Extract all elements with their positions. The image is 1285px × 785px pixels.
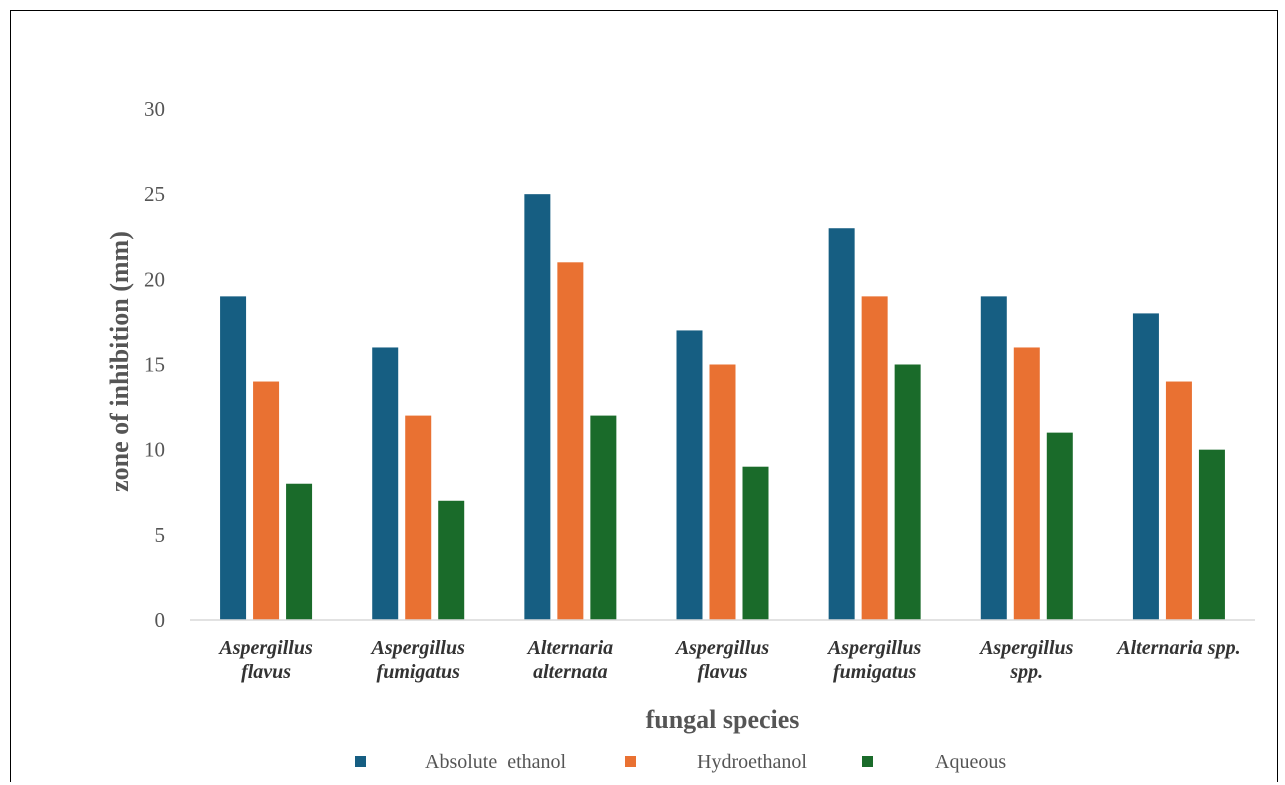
bar-aqueous-0 — [286, 483, 313, 620]
bar-absolute-ethanol-2 — [524, 194, 551, 620]
x-tick-label: Aspergillus — [370, 637, 466, 659]
legend-swatch — [355, 756, 366, 767]
bar-aqueous-6 — [1198, 449, 1225, 620]
legend-swatch — [862, 756, 873, 767]
y-tick-label: 0 — [155, 608, 166, 632]
x-tick-label: fumigatus — [377, 661, 461, 683]
bar-hydroethanol-5 — [1013, 347, 1040, 620]
y-tick-label: 20 — [144, 267, 165, 291]
bar-hydroethanol-4 — [861, 296, 888, 620]
y-tick-label: 30 — [144, 97, 165, 121]
chart-frame — [10, 10, 1278, 782]
bar-absolute-ethanol-1 — [372, 347, 399, 620]
bar-hydroethanol-0 — [253, 381, 280, 620]
y-tick-label: 25 — [144, 182, 165, 206]
x-axis-categories: AspergillusflavusAspergillusfumigatusAlt… — [217, 637, 1240, 683]
y-axis-title: zone of inhibition (mm) — [105, 231, 134, 492]
bar-absolute-ethanol-3 — [676, 330, 703, 620]
bar-aqueous-4 — [894, 364, 921, 620]
bar-absolute-ethanol-6 — [1132, 313, 1159, 620]
y-axis-ticks: 0 5 10 15 20 25 30 — [144, 97, 165, 632]
bar-aqueous-1 — [438, 500, 465, 620]
x-tick-label: Aspergillus — [674, 637, 770, 659]
x-tick-label: spp. — [1009, 661, 1043, 683]
x-tick-label: Aspergillus — [978, 637, 1074, 659]
legend-label: Absolute ethanol — [425, 751, 567, 773]
bar-absolute-ethanol-5 — [980, 296, 1007, 620]
x-tick-label: Aspergillus — [826, 637, 922, 659]
y-tick-label: 15 — [144, 353, 165, 377]
bar-hydroethanol-2 — [557, 262, 584, 620]
legend-label: Aqueous — [935, 751, 1006, 773]
x-tick-label: Alternaria spp. — [1115, 637, 1240, 659]
legend-label: Hydroethanol — [697, 751, 807, 773]
x-tick-label: alternata — [533, 661, 607, 683]
bar-absolute-ethanol-4 — [828, 228, 855, 620]
bar-hydroethanol-6 — [1165, 381, 1192, 620]
x-tick-label: Alternaria — [526, 637, 614, 659]
x-axis-title: fungal species — [646, 705, 800, 734]
bar-hydroethanol-1 — [405, 415, 432, 620]
legend: Absolute ethanol Hydroethanol Aqueous — [355, 751, 1006, 773]
bar-hydroethanol-3 — [709, 364, 736, 620]
legend-swatch — [625, 756, 636, 767]
x-tick-label: Aspergillus — [217, 637, 313, 659]
bar-aqueous-3 — [742, 466, 769, 620]
bar-aqueous-5 — [1046, 432, 1073, 620]
bar-aqueous-2 — [590, 415, 617, 620]
bars — [220, 194, 1225, 620]
x-tick-label: flavus — [698, 661, 748, 683]
y-tick-label: 5 — [155, 523, 166, 547]
y-tick-label: 10 — [144, 438, 165, 462]
x-tick-label: flavus — [241, 661, 291, 683]
bar-absolute-ethanol-0 — [220, 296, 247, 620]
x-tick-label: fumigatus — [833, 661, 917, 683]
